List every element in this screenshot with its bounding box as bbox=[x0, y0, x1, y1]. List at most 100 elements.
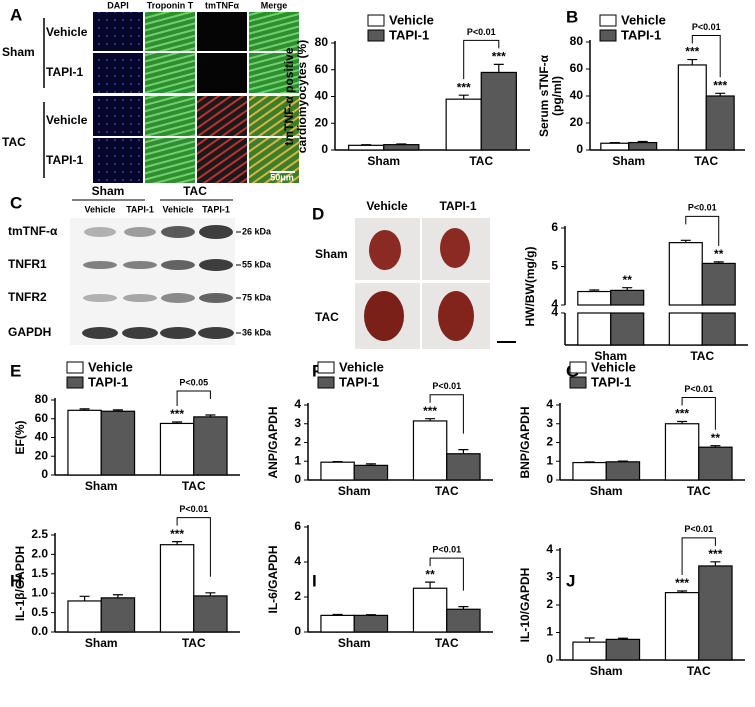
bar bbox=[605, 638, 641, 661]
y-tick-label: 2 bbox=[294, 435, 301, 449]
p-bracket bbox=[681, 537, 716, 575]
column-label: Troponin T bbox=[147, 0, 194, 10]
panel-label: A bbox=[10, 5, 22, 24]
p-value: P<0.01 bbox=[467, 27, 496, 37]
bar bbox=[664, 592, 700, 661]
p-bracket bbox=[685, 215, 720, 246]
image bbox=[145, 96, 195, 136]
error-bar bbox=[365, 463, 376, 466]
image bbox=[197, 138, 247, 183]
error-bar bbox=[710, 445, 721, 448]
y-tick-label: 4 bbox=[546, 542, 553, 556]
y-tick-label: 20 bbox=[35, 448, 49, 462]
bar bbox=[67, 409, 102, 476]
p-bracket bbox=[691, 35, 721, 78]
x-tick-label: TAC bbox=[690, 349, 714, 363]
error-bar bbox=[425, 418, 436, 421]
bar bbox=[353, 464, 389, 481]
image bbox=[93, 96, 143, 136]
axis-break bbox=[559, 306, 750, 312]
x-tick-label: TAC bbox=[469, 154, 493, 168]
y-tick-label: 0 bbox=[321, 142, 328, 156]
legend-swatch bbox=[66, 376, 84, 389]
p-value: P<0.01 bbox=[432, 545, 461, 555]
y-axis-label: tmTNF-α positive bbox=[282, 47, 296, 145]
lane-label: Vehicle bbox=[84, 204, 115, 214]
error-bar bbox=[617, 460, 628, 462]
x-tick-label: TAC bbox=[435, 484, 459, 498]
error-bar bbox=[677, 590, 688, 593]
x-tick-label: TAC bbox=[182, 636, 206, 650]
lane-label: Vehicle bbox=[162, 204, 193, 214]
image bbox=[249, 53, 299, 93]
column-label: DAPI bbox=[107, 0, 129, 10]
error-bar bbox=[713, 261, 724, 264]
error-bar bbox=[396, 143, 407, 145]
significance: *** bbox=[708, 547, 722, 561]
image bbox=[197, 53, 247, 93]
y-axis-label: EF(%) bbox=[13, 421, 27, 455]
image bbox=[197, 96, 247, 136]
bar bbox=[698, 565, 733, 661]
panel-label: C bbox=[10, 193, 22, 212]
bar bbox=[572, 461, 607, 481]
legend-swatch bbox=[599, 14, 617, 27]
bar bbox=[698, 446, 733, 481]
error-bar bbox=[680, 239, 691, 243]
bar bbox=[577, 312, 612, 346]
significance: *** bbox=[170, 527, 184, 541]
micrographs bbox=[43, 12, 299, 183]
image bbox=[93, 12, 143, 51]
image bbox=[197, 12, 247, 51]
image bbox=[249, 138, 299, 183]
row-label: TAPI-1 bbox=[46, 153, 83, 167]
bar bbox=[353, 614, 389, 633]
legend-label: Vehicle bbox=[339, 359, 384, 374]
error-bar bbox=[617, 637, 628, 640]
bar bbox=[577, 290, 612, 306]
bar bbox=[412, 587, 448, 633]
y-tick-label: 1.5 bbox=[31, 566, 48, 580]
x-tick-label: TAC bbox=[687, 484, 711, 498]
bar bbox=[605, 461, 641, 481]
protein-label: GAPDH bbox=[8, 325, 51, 339]
bar bbox=[445, 98, 482, 151]
p-value: P<0.05 bbox=[179, 377, 208, 387]
legend-label: Vehicle bbox=[88, 359, 133, 374]
legend-label: TAPI-1 bbox=[88, 374, 128, 389]
image bbox=[145, 53, 195, 93]
y-tick-label: 0.0 bbox=[31, 624, 48, 638]
image bbox=[249, 12, 299, 51]
y-tick-label: 0 bbox=[294, 472, 301, 486]
significance: ** bbox=[623, 273, 633, 287]
p-bracket bbox=[176, 517, 211, 577]
legend-swatch bbox=[569, 361, 587, 374]
image bbox=[93, 138, 143, 183]
x-tick-label: Sham bbox=[612, 154, 645, 168]
group-label: TAC bbox=[183, 184, 207, 198]
bar bbox=[348, 144, 385, 151]
western-blot bbox=[70, 199, 241, 345]
y-axis-label: IL-10/GAPDH bbox=[518, 568, 532, 643]
bar bbox=[159, 544, 195, 633]
y-tick-label: 3 bbox=[546, 416, 553, 430]
error-bar bbox=[637, 140, 648, 143]
bar bbox=[610, 312, 645, 346]
x-tick-label: Sham bbox=[590, 484, 623, 498]
row-label: Sham bbox=[315, 247, 348, 261]
y-tick-label: 20 bbox=[570, 115, 584, 129]
legend-label: Vehicle bbox=[621, 12, 666, 27]
x-tick-label: Sham bbox=[85, 479, 118, 493]
legend-swatch bbox=[367, 14, 385, 27]
legend-swatch bbox=[569, 376, 587, 389]
group-label: Sham bbox=[92, 184, 125, 198]
x-tick-label: TAC bbox=[435, 636, 459, 650]
size-label: 26 kDa bbox=[242, 226, 272, 236]
bar bbox=[480, 71, 517, 151]
p-value: P<0.01 bbox=[688, 203, 717, 213]
p-bracket bbox=[429, 394, 464, 434]
group-label: TAC bbox=[2, 135, 26, 149]
panel-label: B bbox=[566, 7, 578, 26]
y-tick-label: 6 bbox=[551, 220, 558, 234]
panel-label: F bbox=[312, 361, 322, 380]
